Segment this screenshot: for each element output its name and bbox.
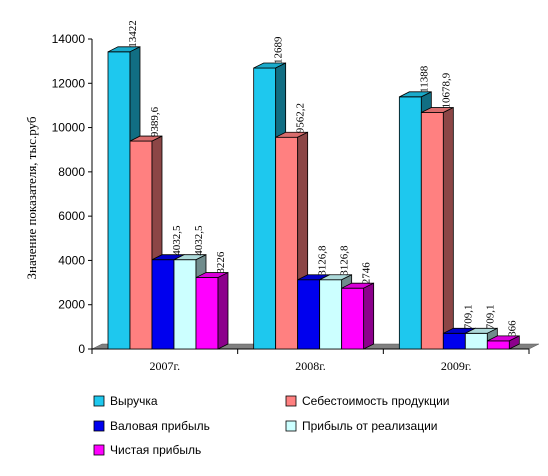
bar	[341, 282, 375, 350]
data-label: 12689	[273, 36, 285, 64]
bar	[195, 271, 229, 350]
bar-front	[107, 51, 131, 350]
bar-front	[319, 279, 343, 350]
data-label: 4032,5	[193, 225, 205, 256]
bar-front	[420, 112, 444, 350]
bar-side	[217, 271, 229, 350]
bar-front	[195, 277, 219, 350]
bar-front	[341, 287, 365, 350]
legend-label: Себестоимость продукции	[302, 394, 449, 408]
bar-front	[151, 259, 175, 350]
bars	[107, 46, 520, 350]
bar-front	[173, 259, 197, 350]
data-label: 366	[506, 320, 518, 337]
bar-front	[486, 340, 510, 350]
y-tick-label: 8000	[58, 165, 85, 179]
y-tick-label: 4000	[58, 253, 85, 267]
bar-front	[275, 136, 299, 350]
legend-item: Валовая прибыль	[93, 419, 210, 433]
bar-front	[297, 279, 321, 350]
legend-label: Прибыль от реализации	[302, 419, 438, 433]
bar-side	[363, 282, 375, 350]
bar-front	[442, 332, 466, 350]
data-label: 9562,2	[295, 103, 307, 133]
bar-front	[398, 96, 422, 350]
x-tick-label: 2007г.	[150, 359, 181, 373]
y-tick-label: 2000	[58, 298, 85, 312]
y-tick-label: 12000	[52, 76, 86, 90]
data-label: 11388	[418, 65, 430, 93]
y-tick-label: 6000	[58, 209, 85, 223]
legend-item: Себестоимость продукции	[285, 394, 449, 408]
x-tick-label: 2008г.	[295, 359, 326, 373]
legend-label: Выручка	[110, 394, 158, 408]
bar	[486, 335, 520, 350]
legend-swatch	[93, 420, 105, 432]
y-tick-label: 14000	[52, 32, 86, 46]
legend-item: Выручка	[93, 394, 158, 408]
y-tick-label: 10000	[52, 121, 86, 135]
y-axis-title: Значение показателя, тыс.руб	[24, 116, 39, 279]
legend-swatch	[93, 444, 105, 456]
bar-front	[129, 140, 153, 350]
legend-item: Прибыль от реализации	[285, 419, 438, 433]
bar	[420, 106, 454, 350]
bar-side	[508, 335, 520, 350]
data-label: 10678,9	[440, 72, 452, 108]
data-label: 13422	[127, 20, 139, 48]
legend-swatch	[285, 395, 297, 407]
legend: Выручка Себестоимость продукции Валовая пр…	[93, 394, 449, 457]
legend-label: Чистая прибыль	[110, 443, 201, 457]
data-label: 9389,6	[149, 106, 161, 137]
bar-front	[464, 332, 488, 350]
bar-side	[442, 106, 454, 350]
data-label: 4032,5	[171, 225, 183, 256]
bar-front	[253, 67, 277, 350]
data-label: 3226	[215, 251, 227, 274]
data-label: 3126,8	[317, 245, 329, 276]
data-label: 709,1	[484, 305, 496, 330]
legend-label: Валовая прибыль	[110, 419, 210, 433]
y-tick-label: 0	[78, 342, 85, 356]
data-labels: 13422 9389,6 4032,5 4032,5 3226 12689 9562,2 31…	[127, 20, 518, 337]
legend-swatch	[93, 395, 105, 407]
legend-item: Чистая прибыль	[93, 443, 201, 457]
data-label: 709,1	[462, 305, 474, 330]
data-label: 2746	[361, 262, 373, 285]
data-label: 3126,8	[339, 245, 351, 276]
legend-swatch	[285, 420, 297, 432]
x-tick-label: 2009г.	[441, 359, 472, 373]
